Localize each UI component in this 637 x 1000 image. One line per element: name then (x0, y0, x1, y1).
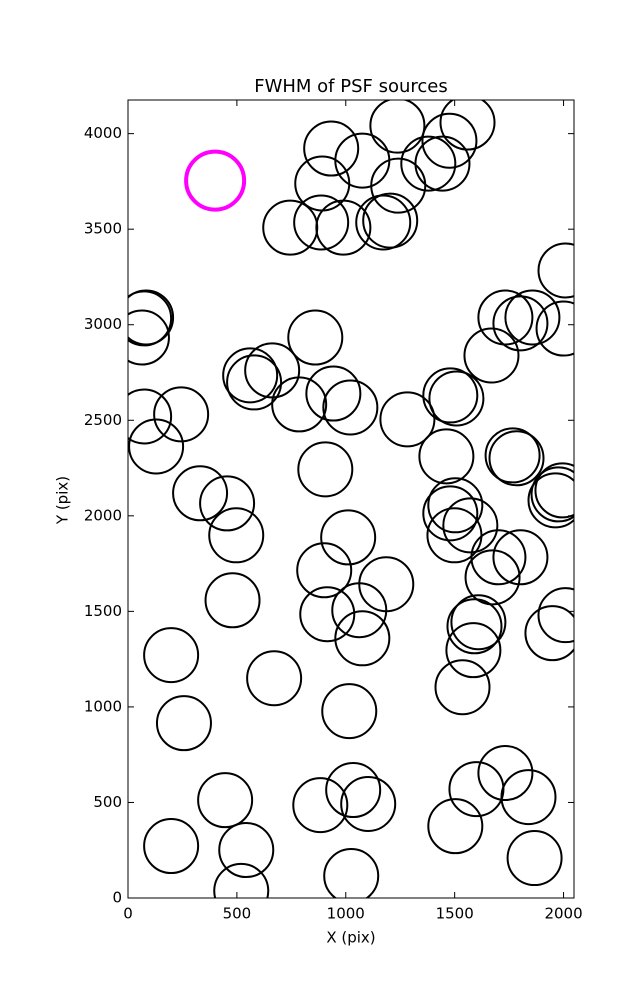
psf-circle (315, 199, 372, 256)
x-tick-label: 1500 (436, 905, 474, 923)
x-tick-label: 1000 (327, 905, 365, 923)
psf-circle (153, 386, 210, 443)
psf-circle (379, 391, 436, 448)
psf-circle (322, 379, 379, 436)
y-tick-label: 1500 (84, 602, 122, 620)
psf-circle (128, 309, 170, 366)
psf-circle (208, 507, 265, 564)
y-tick-label: 3500 (84, 220, 122, 238)
y-tick-label: 3000 (84, 315, 122, 333)
psf-circle (204, 572, 261, 629)
psf-circle (128, 418, 185, 475)
x-tick-label: 0 (123, 905, 133, 923)
psf-circle (524, 605, 574, 662)
psf-circle (421, 112, 478, 169)
psf-circle (369, 100, 426, 154)
psf-circle (128, 290, 173, 347)
psf-circle (320, 509, 377, 566)
y-tick-label: 2500 (84, 411, 122, 429)
psf-circle (226, 354, 283, 411)
chart-title: FWHM of PSF sources (254, 76, 448, 97)
psf-circle (305, 365, 362, 422)
y-axis-label: Y (pix) (54, 476, 72, 525)
psf-circle (427, 798, 484, 855)
psf-circle (287, 309, 344, 366)
psf-circle (355, 194, 412, 251)
x-axis-label: X (pix) (326, 929, 375, 947)
psf-circle (334, 610, 391, 667)
psf-circle (213, 862, 270, 898)
psf-circle (445, 622, 502, 679)
psf-circle (197, 772, 254, 829)
psf-circle (303, 120, 360, 177)
psf-circle (293, 194, 350, 251)
psf-circle (143, 818, 200, 875)
psf-circle (199, 475, 256, 532)
y-tick-label: 2000 (84, 506, 122, 524)
psf-circle (271, 376, 328, 433)
psf-circle (439, 100, 496, 151)
psf-circle (427, 477, 484, 534)
psf-circle (323, 848, 380, 898)
psf-circle (534, 462, 574, 519)
psf-circle (434, 659, 491, 716)
psf-circle (442, 497, 499, 554)
psf-circle (500, 769, 557, 826)
psf-circle (506, 830, 563, 887)
y-tick-label: 1000 (84, 697, 122, 715)
psf-circle (292, 777, 349, 834)
psf-circle (331, 582, 388, 639)
psf-circle (477, 745, 534, 802)
psf-circle (334, 132, 391, 189)
x-tick-label: 500 (223, 905, 252, 923)
psf-circle (414, 135, 471, 192)
psf-circle (484, 427, 541, 484)
psf-circle (370, 157, 427, 214)
psf-circle (296, 542, 353, 599)
psf-circle (464, 549, 521, 606)
psf-circle (492, 295, 549, 352)
psf-circle (422, 367, 479, 424)
psf-circle (143, 627, 200, 684)
axes-frame (127, 99, 575, 899)
psf-circle (428, 370, 485, 427)
psf-circle (450, 594, 507, 651)
psf-circle (530, 466, 574, 523)
psf-circle (492, 529, 549, 586)
psf-circle (128, 388, 173, 445)
psf-circle (321, 683, 378, 740)
psf-circle (172, 465, 229, 522)
psf-circle (535, 300, 574, 357)
psf-circle (470, 529, 527, 586)
psf-circle (446, 598, 503, 655)
psf-circle (246, 650, 303, 707)
y-tick-label: 0 (112, 889, 122, 907)
reference-circle (184, 149, 247, 212)
psf-circle (222, 347, 279, 404)
psf-circle (477, 289, 534, 346)
psf-circle (504, 289, 561, 346)
psf-circle (362, 192, 419, 249)
psf-circle (488, 430, 545, 487)
y-tick-label: 4000 (84, 124, 122, 142)
psf-circle (299, 586, 356, 643)
psf-circle (400, 135, 457, 192)
psf-circle (463, 327, 520, 384)
x-tick-label: 2000 (544, 905, 582, 923)
psf-circle (527, 472, 574, 529)
psf-circle (422, 485, 479, 542)
psf-circle (537, 587, 574, 644)
psf-circle (218, 822, 275, 879)
y-tick-label: 500 (93, 793, 122, 811)
psf-circle (325, 762, 382, 819)
psf-circle (537, 242, 574, 299)
psf-circle (297, 441, 354, 498)
plot-area (128, 100, 574, 898)
psf-circle (155, 695, 212, 752)
psf-circle (418, 428, 475, 485)
psf-circle (340, 775, 397, 832)
